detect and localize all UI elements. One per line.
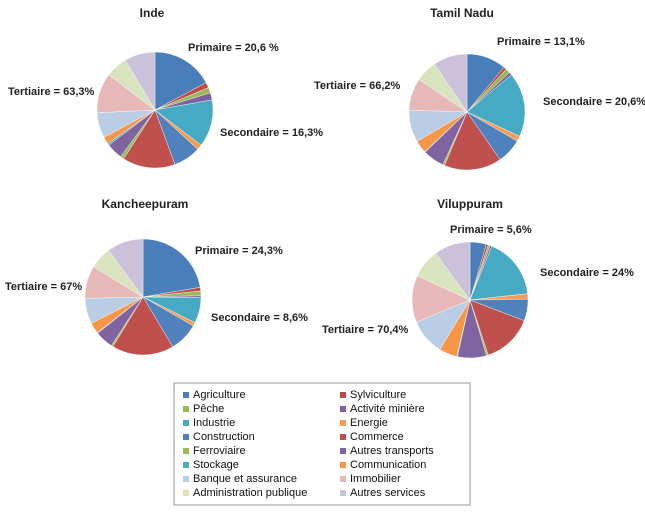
legend-swatch (183, 476, 189, 482)
legend-swatch (340, 448, 346, 454)
legend-swatch (340, 462, 346, 468)
pie-slice (434, 53, 468, 113)
sector-annotation: Tertiaire = 63,3% (8, 86, 95, 98)
pie-slice (124, 51, 156, 111)
legend-swatch (183, 406, 189, 412)
legend-swatch (340, 406, 346, 412)
chart-title: Inde (140, 6, 165, 20)
pie-slice (112, 296, 174, 356)
sector-annotation: Secondaire = 20,6% (543, 96, 645, 108)
legend-label: Autres transports (350, 445, 434, 457)
sector-annotation: Primaire = 5,6% (450, 224, 532, 236)
legend-label: Construction (193, 431, 255, 443)
legend-swatch (340, 476, 346, 482)
legend-label: Agriculture (193, 389, 246, 401)
legend-swatch (183, 462, 189, 468)
chart-title: Kancheepuram (102, 197, 189, 211)
sector-annotation: Tertiaire = 67% (5, 281, 82, 293)
sector-annotation: Tertiaire = 70,4% (322, 324, 409, 336)
sector-annotation: Primaire = 24,3% (195, 245, 283, 257)
legend-label: Administration publique (193, 487, 307, 499)
sector-annotation: Tertiaire = 66,2% (314, 80, 401, 92)
legend-label: Sylviculture (350, 389, 406, 401)
sector-annotation: Secondaire = 24% (540, 267, 634, 279)
legend-label: Immobilier (350, 473, 401, 485)
legend-swatch (183, 392, 189, 398)
legend-label: Autres services (350, 487, 426, 499)
pie-slice (142, 238, 201, 298)
legend-label: Energie (350, 417, 388, 429)
legend-swatch (340, 392, 346, 398)
legend-swatch (183, 490, 189, 496)
legend-label: Communication (350, 459, 426, 471)
legend-swatch (183, 448, 189, 454)
sector-annotation: Primaire = 20,6 % (188, 42, 279, 54)
legend-swatch (183, 434, 189, 440)
legend-swatch (340, 420, 346, 426)
legend-label: Ferroviaire (193, 445, 246, 457)
legend-label: Stockage (193, 459, 239, 471)
legend-swatch (183, 420, 189, 426)
legend-label: Pêche (193, 403, 224, 415)
sector-annotation: Secondaire = 8,6% (211, 312, 308, 324)
pie-slice (466, 74, 526, 137)
legend-label: Industrie (193, 417, 235, 429)
pie-slice (435, 241, 471, 301)
legend-swatch (340, 434, 346, 440)
sector-annotation: Secondaire = 16,3% (220, 127, 323, 139)
pie-slice (108, 238, 144, 298)
pie-slice (154, 51, 207, 111)
legend-label: Banque et assurance (193, 473, 297, 485)
pie-slice (469, 246, 528, 301)
chart-title: Viluppuram (437, 197, 503, 211)
legend-swatch (340, 490, 346, 496)
legend-label: Commerce (350, 431, 404, 443)
legend-label: Activité minière (350, 403, 425, 415)
sector-annotation: Primaire = 13,1% (497, 36, 585, 48)
pie-slice (444, 111, 501, 171)
chart-title: Tamil Nadu (430, 6, 494, 20)
pie-slice (469, 299, 525, 356)
legend-box (173, 382, 471, 506)
pie-slice (123, 109, 176, 169)
